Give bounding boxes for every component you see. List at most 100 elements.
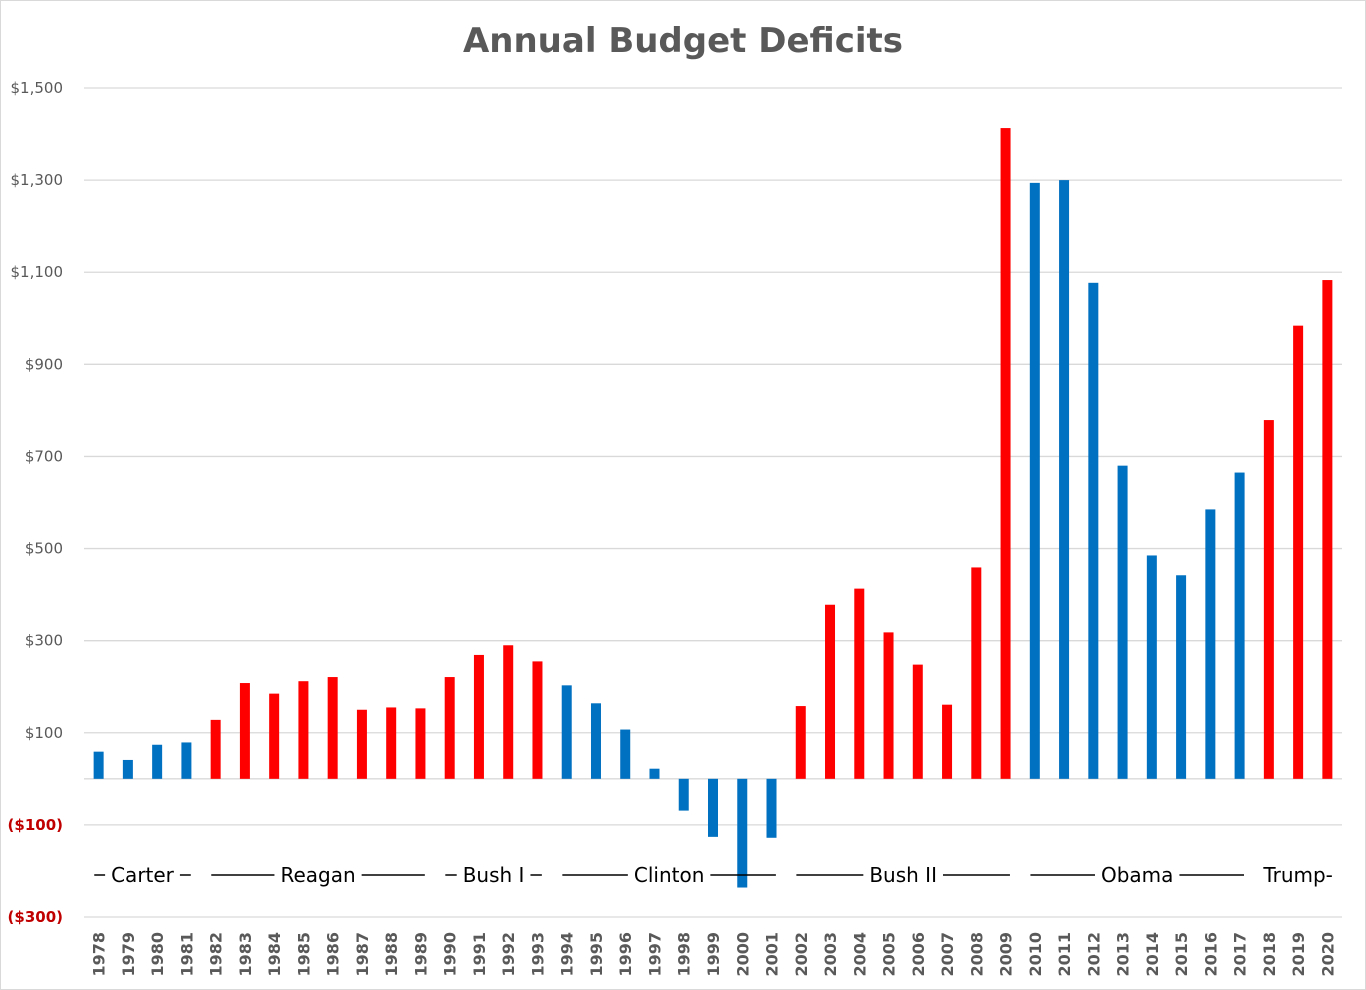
bar-1989 bbox=[415, 708, 426, 779]
bar-2011 bbox=[1059, 180, 1070, 779]
x-tick-label: 2014 bbox=[1143, 932, 1162, 977]
x-tick-label: 1999 bbox=[704, 932, 723, 977]
bar-1978 bbox=[93, 751, 104, 779]
y-tick-label: $700 bbox=[25, 447, 63, 465]
x-tick-label: 2015 bbox=[1172, 932, 1191, 977]
x-axis-ticks: 1978 1979 1980 1981 1982 1983 1984 1985 1986 1987… bbox=[90, 932, 1338, 977]
bar-2019 bbox=[1293, 325, 1304, 779]
x-tick-label: 2004 bbox=[850, 932, 869, 977]
x-tick-label: 2002 bbox=[792, 932, 811, 977]
bars bbox=[93, 128, 1333, 888]
bar-2013 bbox=[1117, 465, 1128, 779]
bar-1981 bbox=[181, 742, 192, 779]
x-tick-label: 2013 bbox=[1114, 932, 1133, 977]
bar-2000 bbox=[737, 778, 748, 888]
bar-2002 bbox=[795, 706, 806, 779]
era-label: Trump- bbox=[1262, 863, 1333, 887]
bar-2016 bbox=[1205, 509, 1216, 779]
era-label: Bush II bbox=[869, 863, 937, 887]
x-tick-label: 2012 bbox=[1084, 932, 1103, 977]
bar-2006 bbox=[912, 664, 923, 779]
bar-1979 bbox=[122, 759, 133, 779]
bar-2020 bbox=[1322, 280, 1333, 779]
y-tick-label: $1,300 bbox=[11, 171, 64, 189]
x-tick-label: 1992 bbox=[499, 932, 518, 977]
x-tick-label: 2008 bbox=[967, 932, 986, 977]
y-tick-label: $1,500 bbox=[11, 79, 64, 97]
bar-1983 bbox=[239, 683, 250, 779]
era-obama: Obama bbox=[1030, 863, 1244, 887]
y-tick-label: ($300) bbox=[8, 908, 63, 926]
y-tick-label: ($100) bbox=[8, 816, 63, 834]
x-tick-label: 2000 bbox=[733, 932, 752, 977]
era-label: Obama bbox=[1101, 863, 1173, 887]
x-tick-label: 2009 bbox=[997, 932, 1016, 977]
chart-title: Annual Budget Deficits bbox=[463, 21, 903, 61]
x-tick-label: 1993 bbox=[528, 932, 547, 977]
x-tick-label: 2019 bbox=[1289, 932, 1308, 977]
x-tick-label: 1984 bbox=[265, 932, 284, 977]
x-tick-label: 2001 bbox=[763, 932, 782, 977]
y-tick-label: $1,100 bbox=[11, 263, 64, 281]
bar-2009 bbox=[1000, 128, 1011, 779]
y-tick-label: $500 bbox=[25, 540, 63, 558]
x-tick-label: 1997 bbox=[645, 932, 664, 977]
era-label: Carter bbox=[111, 863, 175, 887]
x-tick-label: 2010 bbox=[1026, 932, 1045, 977]
bar-2017 bbox=[1234, 472, 1245, 779]
x-tick-label: 1979 bbox=[119, 932, 138, 977]
x-tick-label: 1990 bbox=[441, 932, 460, 977]
era-bush-i: Bush I bbox=[445, 863, 542, 887]
x-tick-label: 1985 bbox=[294, 932, 313, 977]
bar-1996 bbox=[620, 729, 631, 779]
x-tick-label: 1998 bbox=[675, 932, 694, 977]
era-label: Reagan bbox=[280, 863, 355, 887]
bar-2001 bbox=[766, 778, 777, 838]
bar-1984 bbox=[269, 693, 280, 779]
bar-1980 bbox=[152, 744, 163, 779]
x-tick-label: 1989 bbox=[411, 932, 430, 977]
y-tick-label: $100 bbox=[25, 724, 63, 742]
x-tick-label: 1996 bbox=[616, 932, 635, 977]
bar-1994 bbox=[561, 685, 572, 779]
era-bush-ii: Bush II bbox=[796, 863, 1010, 887]
bar-2015 bbox=[1176, 575, 1187, 779]
bar-2010 bbox=[1029, 182, 1040, 779]
x-tick-label: 2020 bbox=[1318, 932, 1337, 977]
bar-1998 bbox=[678, 778, 689, 811]
x-tick-label: 2016 bbox=[1201, 932, 1220, 977]
x-tick-label: 1981 bbox=[177, 932, 196, 977]
bar-1993 bbox=[532, 661, 543, 779]
bar-1992 bbox=[503, 645, 514, 779]
x-tick-label: 2006 bbox=[909, 932, 928, 977]
x-tick-label: 1994 bbox=[558, 932, 577, 977]
x-tick-label: 2017 bbox=[1231, 932, 1250, 977]
x-tick-label: 1986 bbox=[324, 932, 343, 977]
era-carter: Carter bbox=[94, 863, 191, 887]
x-tick-label: 2007 bbox=[938, 932, 957, 977]
x-tick-label: 1988 bbox=[382, 932, 401, 977]
x-tick-label: 1987 bbox=[353, 932, 372, 977]
x-tick-label: 1980 bbox=[148, 932, 167, 977]
x-tick-label: 1991 bbox=[470, 932, 489, 977]
era-label: Clinton bbox=[634, 863, 705, 887]
bar-1987 bbox=[356, 709, 367, 779]
y-tick-label: $300 bbox=[25, 632, 63, 650]
bar-2014 bbox=[1146, 555, 1157, 779]
bar-2018 bbox=[1263, 420, 1274, 779]
x-tick-label: 2005 bbox=[880, 932, 899, 977]
x-tick-label: 1995 bbox=[587, 932, 606, 977]
x-tick-label: 2003 bbox=[821, 932, 840, 977]
bar-1990 bbox=[444, 677, 455, 779]
bar-2007 bbox=[942, 704, 953, 779]
x-tick-label: 1983 bbox=[236, 932, 255, 977]
era-label: Bush I bbox=[463, 863, 525, 887]
era-reagan: Reagan bbox=[211, 863, 425, 887]
bar-2004 bbox=[854, 588, 865, 779]
bar-2003 bbox=[825, 604, 836, 779]
era-trump: Trump- bbox=[1262, 863, 1333, 887]
x-tick-label: 1982 bbox=[207, 932, 226, 977]
bar-1982 bbox=[210, 719, 221, 779]
bar-2012 bbox=[1088, 282, 1099, 779]
